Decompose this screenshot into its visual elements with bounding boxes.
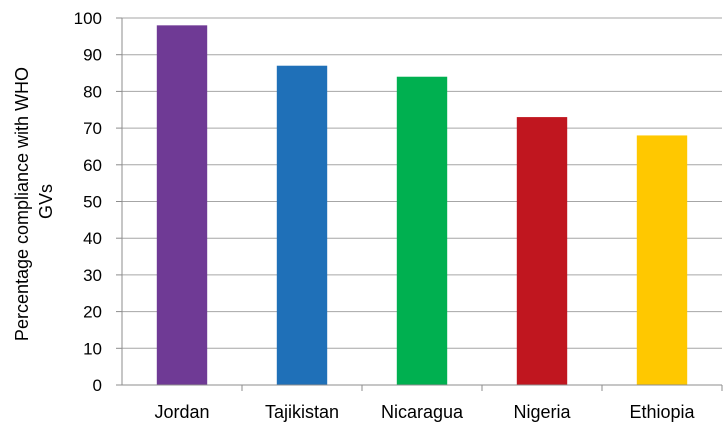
y-tick-label-20: 20 (83, 303, 102, 322)
axes (116, 17, 723, 391)
bar-nigeria (516, 117, 568, 385)
y-tick-label-60: 60 (83, 156, 102, 175)
bar-tajikistan (276, 65, 328, 386)
y-tick-label-100: 100 (74, 9, 102, 28)
y-axis-label: Percentage compliance with WHO GVs (12, 62, 56, 341)
y-tick-labels: 0 10 20 30 40 50 60 70 80 90 100 (74, 9, 102, 395)
x-tick-label-tajikistan: Tajikistan (265, 402, 339, 422)
y-axis-label-line-2: GVs (36, 184, 56, 219)
y-tick-label-10: 10 (83, 339, 102, 358)
x-category-labels: Jordan Tajikistan Nicaragua Nigeria Ethiopia (154, 402, 695, 422)
bar-nicaragua (396, 76, 448, 385)
y-tick-label-50: 50 (83, 193, 102, 212)
x-tick-label-jordan: Jordan (154, 402, 209, 422)
y-tick-label-30: 30 (83, 266, 102, 285)
y-tick-label-80: 80 (83, 82, 102, 101)
x-tick-label-ethiopia: Ethiopia (629, 402, 695, 422)
x-tick-label-nicaragua: Nicaragua (381, 402, 464, 422)
x-tick-label-nigeria: Nigeria (513, 402, 571, 422)
y-tick-label-0: 0 (93, 376, 102, 395)
y-tick-label-70: 70 (83, 119, 102, 138)
bar-jordan (156, 25, 208, 386)
y-tick-label-90: 90 (83, 46, 102, 65)
bar-ethiopia (636, 135, 688, 385)
y-axis-label-line-1: Percentage compliance with WHO (12, 67, 32, 341)
y-tick-label-40: 40 (83, 229, 102, 248)
bars (156, 25, 688, 386)
